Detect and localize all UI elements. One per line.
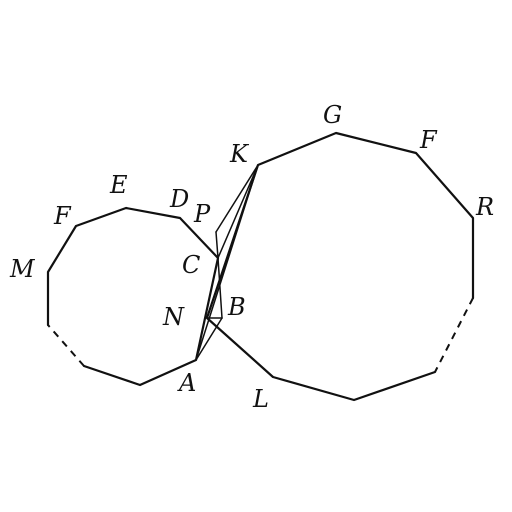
label-K: K xyxy=(229,140,250,168)
label-D: D xyxy=(169,185,189,213)
label-G: G xyxy=(323,101,342,129)
left-polygon-dashed-edge xyxy=(47,324,85,367)
label-M: M xyxy=(9,255,36,283)
segment-K-N xyxy=(206,164,259,319)
segment-P-C xyxy=(215,231,219,259)
segment-C-B xyxy=(217,257,223,319)
right-polygon-dashed-edge xyxy=(434,297,474,373)
label-L: L xyxy=(252,385,269,413)
label-P: P xyxy=(193,200,211,228)
label-B: B xyxy=(227,293,246,321)
left-polygon-edges xyxy=(46,206,220,387)
label-F-right: F xyxy=(419,126,438,154)
label-R: R xyxy=(475,193,494,221)
segment-A-B xyxy=(195,317,223,361)
label-A: A xyxy=(177,369,196,397)
label-E: E xyxy=(109,171,128,199)
segment-K-C xyxy=(217,164,259,259)
right-polygon-edges xyxy=(205,131,475,402)
label-C: C xyxy=(182,251,200,279)
label-F-left: F xyxy=(53,202,72,230)
segment-K-P xyxy=(215,164,259,233)
label-N: N xyxy=(162,303,185,331)
